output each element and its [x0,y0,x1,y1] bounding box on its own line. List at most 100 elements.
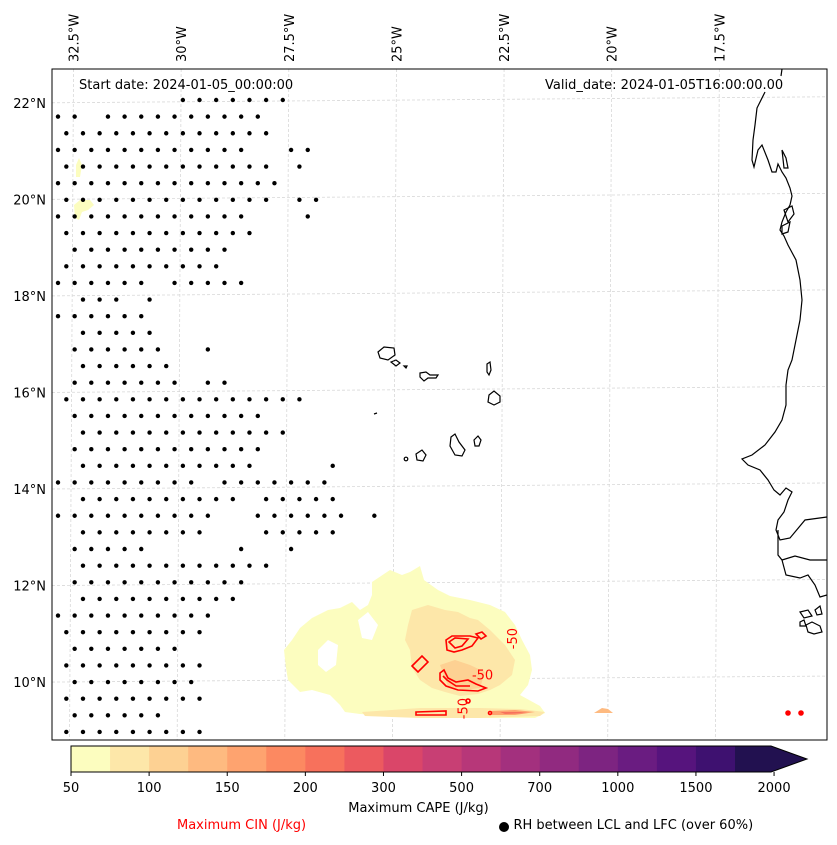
rh-dot [130,230,136,236]
colorbar-tick-label: 50 [62,781,80,796]
cin-contours [410,631,804,716]
rh-dot [122,613,127,618]
rh-dot [97,131,102,136]
rh-dot [238,180,244,186]
rh-dot [80,596,86,602]
rh-dot [180,530,186,535]
lon-tick-label: 27.5°W [283,14,298,62]
rh-dot [114,663,119,668]
rh-dot [189,580,194,585]
rh-dot [322,480,327,485]
rh-dot [164,197,169,202]
rh-dot [238,580,244,585]
rh-dot [164,663,169,668]
rh-dot [197,663,202,668]
rh-dot [213,397,219,402]
rh-dot [297,530,302,535]
rh-dot [105,646,111,651]
lat-tick-label: 12°N [13,580,46,595]
rh-dot [72,280,77,286]
rh-dot [105,313,111,319]
rh-dot [122,114,127,119]
rh-legend-text: RH between LCL and LFC (over 60%) [513,818,754,833]
rh-dot [80,729,86,735]
rh-dot [105,147,111,153]
rh-dot [172,180,177,186]
rh-dot [130,696,136,701]
rh-dot [147,530,152,535]
rh-dot [64,264,69,269]
rh-dot [322,513,327,518]
rh-dot [372,513,377,518]
rh-dot [130,131,136,136]
lat-tick-label: 22°N [13,97,46,112]
rh-dot [89,679,94,685]
rh-dot [213,596,219,602]
rh-dot [130,729,136,735]
cape-strip-75 [362,708,545,718]
rh-dot [180,496,186,502]
rh-dot [114,363,119,369]
rh-dot [155,713,161,718]
meridian-line [607,68,613,741]
rh-dot [164,596,169,602]
rh-dot [222,413,227,419]
rh-dot [97,430,102,435]
rh-dot [230,197,236,202]
rh-dot [189,280,194,286]
rh-dot [263,97,269,103]
rh-dot [263,530,269,535]
rh-dot [72,546,77,552]
rh-dot [222,180,227,186]
rh-dot [122,313,127,319]
cin-contour-labels: -50-50-50 [456,628,521,719]
rh-dot [139,679,144,685]
rh-dot [180,629,186,635]
rh-dot [155,646,161,651]
rh-dot [72,214,77,219]
rh-dot [164,430,169,435]
rh-dot [197,131,202,136]
rh-dot [89,713,94,718]
rh-dot [89,513,94,518]
rh-dot [64,696,69,701]
rh-dot [114,530,119,535]
rh-dot [97,663,102,668]
rh-dot [147,297,152,302]
rh-dot [155,247,161,252]
rh-dot [122,147,127,153]
rh-dot [139,313,144,319]
rh-dot [189,247,194,252]
rh-dot [230,230,236,236]
rh-dot [197,230,202,236]
rh-dot [139,247,144,252]
rh-dot [172,480,177,485]
rh-dot [114,297,119,302]
cin-contour [410,654,430,674]
lon-tick-label: 20°W [606,26,621,62]
rh-dot [263,164,269,169]
rh-dot [147,230,152,236]
rh-dot [89,480,94,485]
coastal-island [783,205,795,224]
colorbar-label: Maximum CAPE (J/kg) [348,801,489,816]
rh-dot [147,363,152,369]
rh-dot [164,696,169,701]
rh-dot [164,397,169,402]
rh-dot [147,729,152,735]
rh-dot [130,264,136,269]
rh-dot [230,131,236,136]
rh-dot [114,629,119,635]
rh-dot [155,447,161,452]
lat-tick-label: 20°N [13,193,46,208]
rh-dot [89,646,94,651]
rh-dot [80,563,86,568]
rh-dot [197,629,202,635]
rh-dot [89,613,94,618]
rh-dot [55,513,61,518]
rh-dot [197,430,202,435]
rh-dot [213,164,219,169]
rh-dot [272,513,277,518]
rh-dot [222,447,227,452]
rh-dot [280,397,285,402]
